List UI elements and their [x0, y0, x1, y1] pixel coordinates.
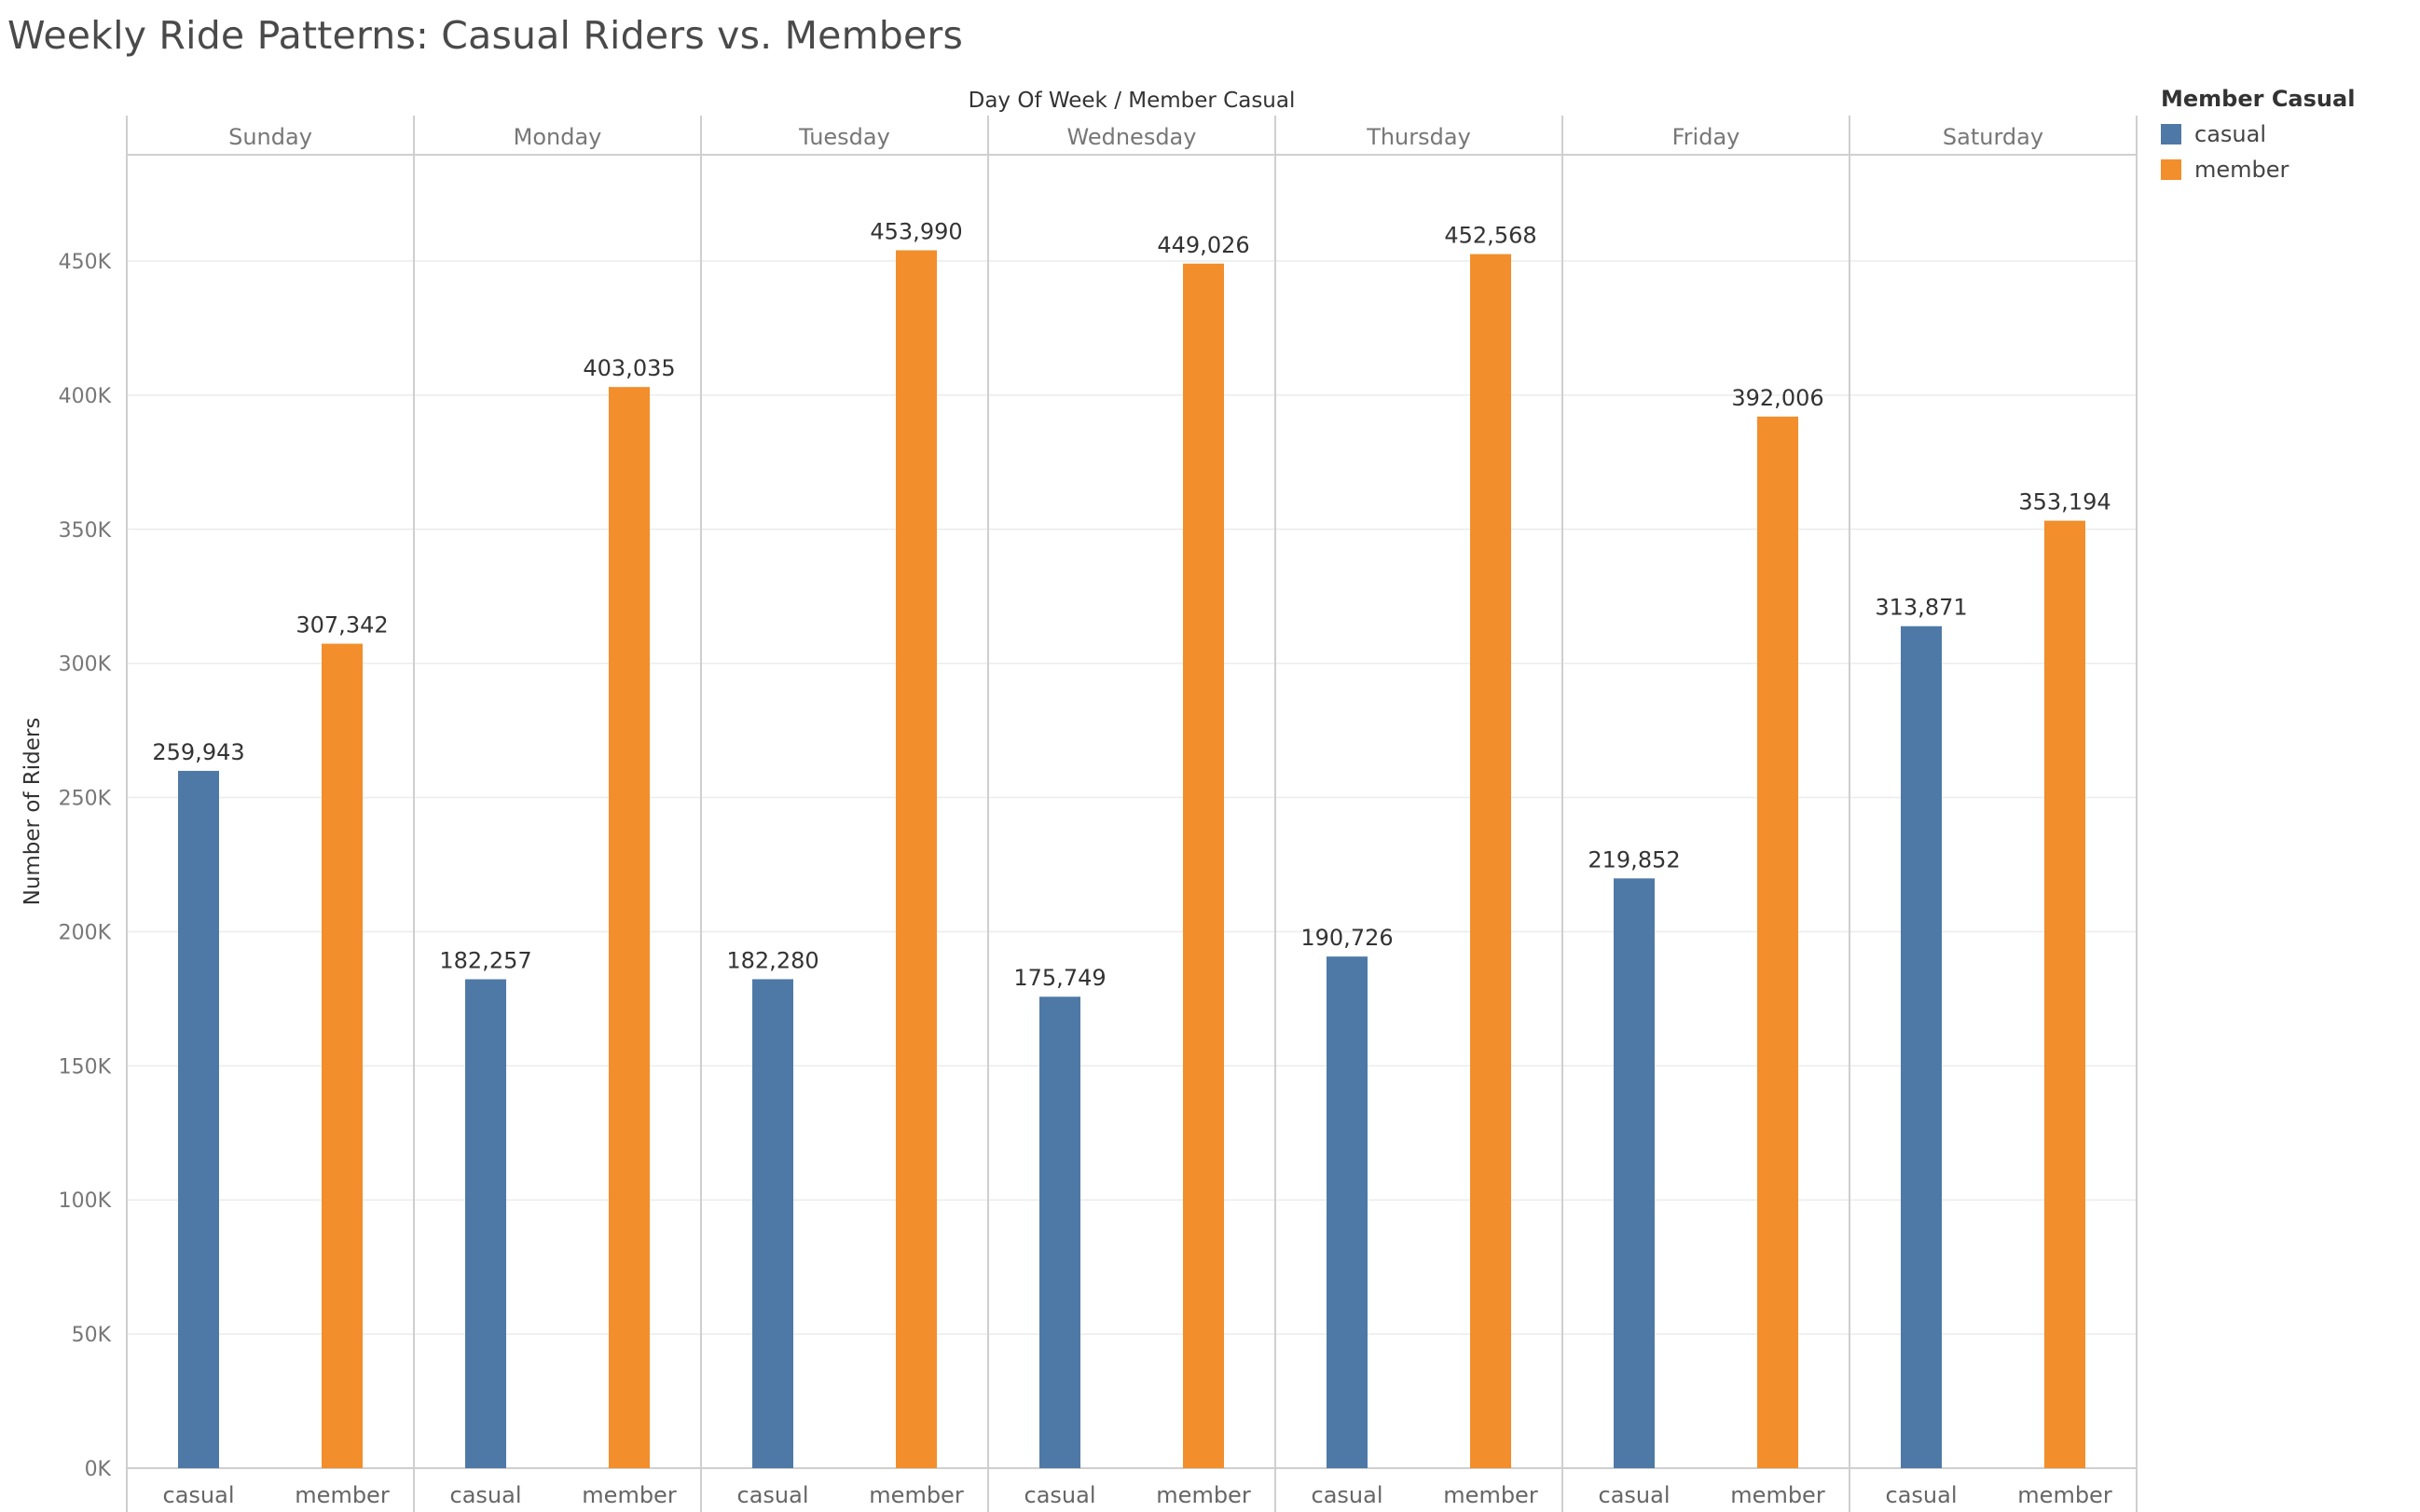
- panel-frames: [126, 116, 2138, 1512]
- bar-member-monday: [609, 387, 650, 1469]
- legend: Member Casual casual member: [2161, 86, 2355, 183]
- panel-header-saturday: Saturday: [1943, 124, 2043, 150]
- panel-header-monday: Monday: [514, 124, 602, 150]
- y-tick-label: 450K: [59, 251, 112, 274]
- bar-member-thursday: [1470, 254, 1511, 1468]
- data-label: 182,280: [726, 947, 818, 973]
- data-label: 313,871: [1875, 595, 1967, 621]
- y-tick-label: 100K: [59, 1189, 112, 1213]
- y-tick-label: 350K: [59, 519, 112, 543]
- y-tick-label: 400K: [59, 385, 112, 408]
- data-label: 353,194: [2018, 489, 2111, 515]
- legend-swatch-member: [2161, 159, 2181, 180]
- panel-header-friday: Friday: [1672, 124, 1740, 150]
- bar-casual-saturday: [1901, 625, 1942, 1468]
- data-label: 259,943: [152, 739, 244, 765]
- bar-casual-sunday: [178, 770, 219, 1468]
- y-tick-label: 300K: [59, 653, 112, 677]
- legend-title: Member Casual: [2161, 86, 2356, 112]
- bar-member-tuesday: [896, 250, 937, 1468]
- x-tick-label: casual: [163, 1482, 235, 1508]
- grid-lines: [127, 260, 2137, 1335]
- x-tick-label: casual: [1886, 1482, 1958, 1508]
- panel-header-sunday: Sunday: [228, 124, 312, 150]
- data-label: 307,342: [296, 612, 388, 639]
- x-tick-label: casual: [450, 1482, 522, 1508]
- panel-header-wednesday: Wednesday: [1067, 124, 1197, 150]
- data-label: 175,749: [1013, 965, 1106, 991]
- labels: 0K 50K 100K 150K 200K 250K 300K 350K 400K 450K Num…: [21, 89, 2112, 1508]
- y-tick-label: 200K: [59, 921, 112, 944]
- y-tick-label: 50K: [72, 1324, 112, 1347]
- panel-header-tuesday: Tuesday: [798, 124, 890, 150]
- data-label: 403,035: [583, 355, 675, 381]
- chart-title: Weekly Ride Patterns: Casual Riders vs. …: [7, 13, 964, 58]
- bar-member-saturday: [2044, 520, 2085, 1468]
- x-tick-label: casual: [1599, 1482, 1671, 1508]
- panel-header-thursday: Thursday: [1366, 124, 1471, 150]
- x-tick-label: member: [1156, 1482, 1251, 1508]
- legend-label-casual: casual: [2194, 121, 2266, 147]
- x-tick-label: member: [2017, 1482, 2112, 1508]
- x-tick-label: casual: [737, 1482, 809, 1508]
- x-tick-label: casual: [1024, 1482, 1096, 1508]
- bar-member-friday: [1757, 416, 1798, 1469]
- x-tick-label: member: [869, 1482, 964, 1508]
- legend-swatch-casual: [2161, 124, 2181, 144]
- x-tick-label: member: [295, 1482, 390, 1508]
- bar-member-sunday: [322, 643, 363, 1468]
- y-tick-label: 150K: [59, 1055, 112, 1079]
- bar-casual-wednesday: [1039, 997, 1080, 1468]
- bar-casual-thursday: [1327, 956, 1368, 1468]
- column-header-title: Day Of Week / Member Casual: [969, 89, 1296, 113]
- legend-item-casual[interactable]: casual: [2161, 121, 2355, 147]
- x-tick-label: member: [1443, 1482, 1538, 1508]
- data-label: 219,852: [1588, 846, 1680, 873]
- data-label: 453,990: [870, 219, 962, 245]
- x-tick-label: casual: [1312, 1482, 1383, 1508]
- y-axis-title: Number of Riders: [21, 718, 45, 906]
- y-tick-label: 250K: [59, 788, 112, 811]
- data-label: 182,257: [439, 948, 531, 974]
- legend-item-member[interactable]: member: [2161, 157, 2355, 183]
- bar-member-wednesday: [1183, 263, 1224, 1468]
- legend-label-member: member: [2194, 157, 2289, 183]
- x-tick-label: member: [582, 1482, 677, 1508]
- data-label: 190,726: [1300, 925, 1393, 951]
- y-tick-label: 0K: [85, 1458, 112, 1481]
- bar-casual-tuesday: [752, 979, 793, 1468]
- bar-casual-friday: [1614, 878, 1655, 1468]
- data-label: 392,006: [1731, 385, 1823, 411]
- data-label: 452,568: [1444, 223, 1536, 249]
- bar-casual-monday: [465, 979, 506, 1468]
- bars: [178, 250, 2085, 1469]
- data-label: 449,026: [1157, 232, 1249, 258]
- x-tick-label: member: [1730, 1482, 1825, 1508]
